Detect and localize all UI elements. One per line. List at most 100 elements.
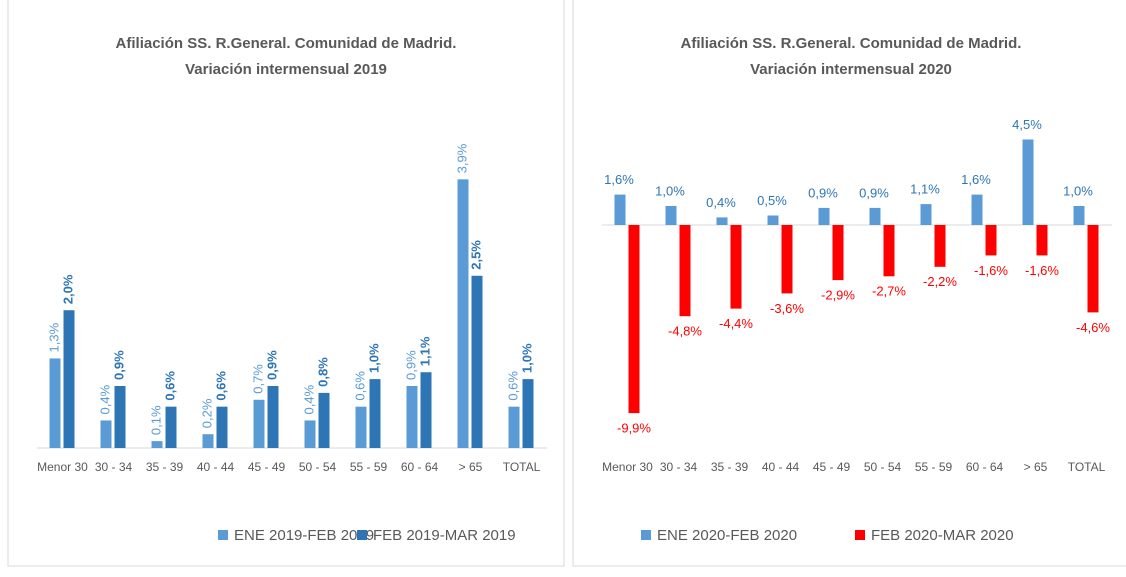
bar: [522, 379, 534, 448]
x-tick-label: > 65: [458, 460, 483, 474]
bar: [318, 392, 330, 448]
data-label: -1,6%: [1025, 263, 1059, 278]
data-label: -2,7%: [872, 284, 906, 299]
data-label: 0,9%: [403, 350, 418, 380]
bar: [869, 207, 881, 225]
x-tick-label-box: 40 - 44: [197, 460, 234, 474]
bar: [920, 204, 932, 225]
data-label: 0,9%: [859, 185, 889, 200]
data-label: 2,5%: [468, 240, 483, 270]
bar: [304, 420, 316, 448]
bar: [202, 434, 214, 448]
bar: [420, 372, 432, 448]
legend-label: FEB 2019-MAR 2019: [373, 527, 516, 544]
bar: [508, 406, 520, 448]
data-label: 0,6%: [505, 371, 520, 401]
data-label: 0,6%: [162, 371, 177, 401]
x-tick-label-box: 60 - 64: [965, 460, 1004, 474]
data-label: 1,0%: [366, 343, 381, 373]
data-label: 0,6%: [213, 371, 228, 401]
bar: [406, 386, 418, 448]
x-tick-label: TOTAL: [502, 460, 541, 474]
x-tick-label-box: 45 - 49: [248, 460, 285, 474]
data-label: 0,5%: [757, 193, 787, 208]
legend-label: FEB 2020-MAR 2020: [871, 527, 1014, 544]
x-tick-label-box: 60 - 64: [400, 460, 439, 474]
data-label: -4,4%: [719, 316, 753, 331]
bar: [49, 358, 61, 448]
chart-title: Afiliación SS. R.General. Comunidad de M…: [116, 35, 457, 52]
bar: [151, 441, 163, 448]
x-tick-label-box: 35 - 39: [711, 460, 748, 474]
data-label: 1,0%: [1063, 183, 1093, 198]
legend-swatch: [641, 530, 651, 540]
bar: [679, 225, 691, 317]
data-label: 1,0%: [655, 183, 685, 198]
x-tick-label-box: Menor 30: [602, 460, 653, 474]
x-tick-label-box: 30 - 34: [94, 460, 133, 474]
bar: [985, 225, 997, 256]
bar: [971, 194, 983, 225]
x-tick-label: Menor 30: [602, 460, 653, 474]
x-tick-label: 30 - 34: [94, 460, 133, 474]
chart-subtitle: Variación intermensual 2019: [185, 61, 387, 78]
x-tick-label-box: TOTAL: [1068, 460, 1106, 474]
x-tick-label: Menor 30: [37, 460, 88, 474]
panel: [7, 0, 565, 567]
x-tick-label: 55 - 59: [349, 460, 388, 474]
x-tick-label-box: 35 - 39: [146, 460, 183, 474]
x-tick-label-box: 50 - 54: [298, 460, 337, 474]
x-tick-label-box: 55 - 59: [349, 460, 388, 474]
bar: [818, 207, 830, 225]
bar: [457, 179, 469, 449]
legend-swatch: [357, 530, 367, 540]
bar: [114, 386, 126, 448]
x-tick-label-box: 45 - 49: [813, 460, 850, 474]
x-tick-label-box: 30 - 34: [659, 460, 698, 474]
data-label: -3,6%: [770, 301, 804, 316]
data-label: 0,9%: [111, 350, 126, 380]
bar: [63, 310, 75, 448]
data-label: 1,1%: [417, 336, 432, 366]
bar: [614, 194, 626, 225]
data-label: 2,0%: [60, 274, 75, 304]
data-label: 0,1%: [148, 405, 163, 435]
data-label: -2,2%: [923, 274, 957, 289]
x-tick-label: 60 - 64: [965, 460, 1004, 474]
data-label: 1,0%: [519, 343, 534, 373]
x-tick-label-box: 40 - 44: [761, 460, 800, 474]
x-tick-label: 60 - 64: [400, 460, 439, 474]
data-label: 0,9%: [264, 350, 279, 380]
bar: [1036, 225, 1048, 256]
x-tick-label: > 65: [1023, 460, 1048, 474]
chart-title: Afiliación SS. R.General. Comunidad de M…: [681, 35, 1022, 52]
data-label: -2,9%: [821, 288, 855, 303]
data-label: 1,6%: [604, 172, 634, 187]
data-label: 0,8%: [315, 357, 330, 387]
x-tick-label: 55 - 59: [914, 460, 953, 474]
x-tick-label-box: 55 - 59: [914, 460, 953, 474]
bar: [934, 225, 946, 267]
x-tick-label: 30 - 34: [659, 460, 698, 474]
data-label: 0,6%: [352, 371, 367, 401]
x-tick-label-box: Menor 30: [37, 460, 88, 474]
bar: [1073, 206, 1085, 225]
bar: [1022, 139, 1034, 225]
x-tick-label-box: > 65: [458, 460, 483, 474]
bar: [100, 420, 112, 448]
x-tick-label: 50 - 54: [298, 460, 337, 474]
data-label: 0,4%: [97, 384, 112, 414]
data-label: 1,1%: [910, 182, 940, 197]
bar: [471, 275, 483, 448]
bar: [369, 379, 381, 448]
chart-subtitle: Variación intermensual 2020: [750, 61, 952, 78]
data-label: 1,3%: [46, 322, 61, 352]
panel: [572, 0, 1126, 567]
bar: [165, 406, 177, 448]
data-label: 4,5%: [1012, 117, 1042, 132]
bar: [716, 217, 728, 225]
bar: [781, 225, 793, 294]
bar: [628, 225, 640, 414]
x-tick-label: 40 - 44: [761, 460, 800, 474]
